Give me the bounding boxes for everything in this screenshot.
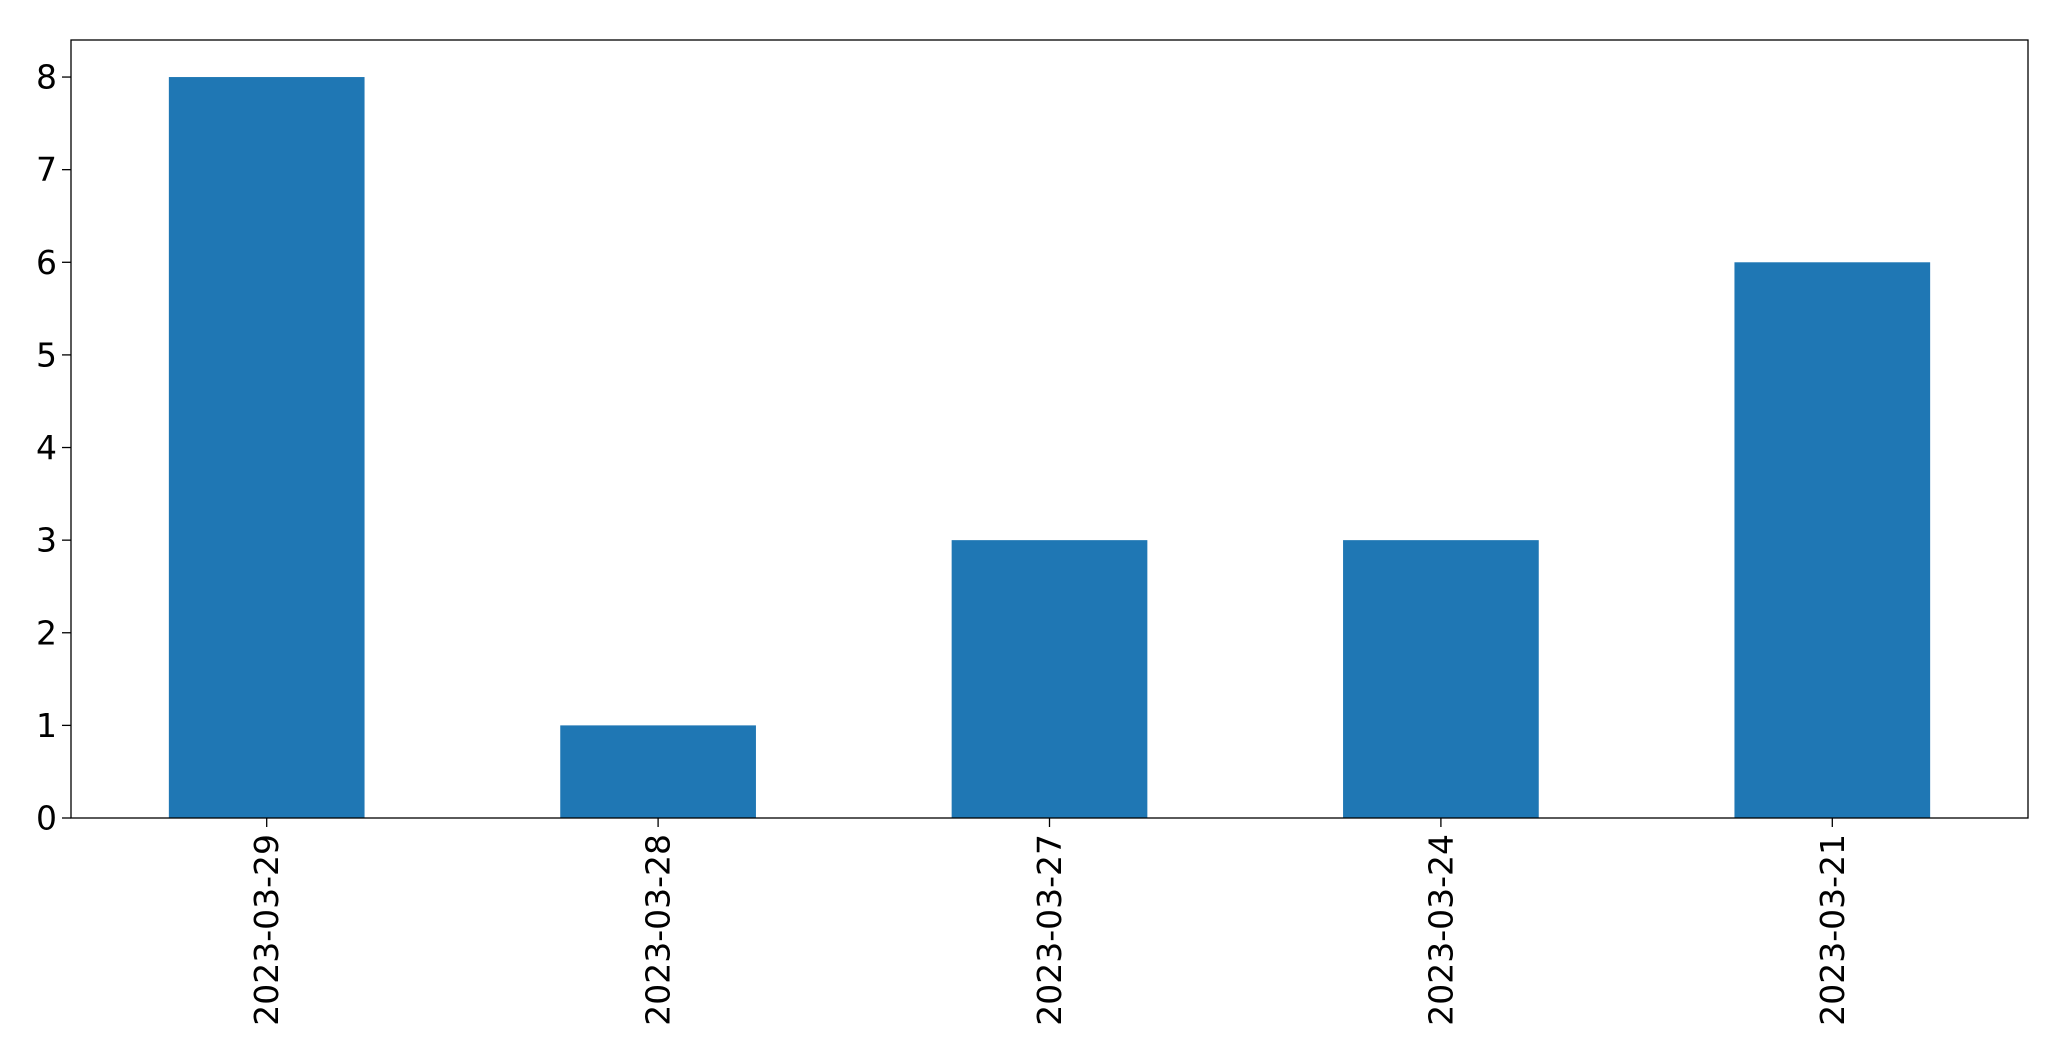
x-tick-label: 2023-03-21 <box>1813 834 1852 1026</box>
bar-2023-03-24 <box>1343 540 1539 818</box>
x-axis: 2023-03-29 2023-03-28 2023-03-27 2023-03-24… <box>247 818 1852 1026</box>
x-tick-label: 2023-03-27 <box>1030 834 1069 1026</box>
y-tick-label: 5 <box>36 335 57 374</box>
x-tick-label: 2023-03-29 <box>247 834 286 1026</box>
x-tick-label: 2023-03-24 <box>1421 834 1460 1026</box>
plot-frame <box>70 39 2029 819</box>
y-tick-label: 3 <box>36 521 57 560</box>
y-tick-label: 0 <box>36 799 57 838</box>
y-tick-label: 8 <box>36 58 57 97</box>
y-tick-label: 6 <box>36 243 57 282</box>
bar-2023-03-27 <box>951 540 1148 818</box>
bar-2023-03-29 <box>168 77 365 819</box>
y-tick-label: 7 <box>36 150 57 189</box>
y-tick-label: 1 <box>36 706 57 745</box>
bar-2023-03-28 <box>560 725 756 818</box>
y-axis: 0 1 2 3 4 5 6 7 8 <box>36 58 71 838</box>
bar-2023-03-21 <box>1734 262 1931 818</box>
bars-group <box>168 77 1931 819</box>
y-tick-label: 4 <box>36 428 57 467</box>
y-tick-label: 2 <box>36 613 57 652</box>
x-tick-label: 2023-03-28 <box>639 834 678 1026</box>
